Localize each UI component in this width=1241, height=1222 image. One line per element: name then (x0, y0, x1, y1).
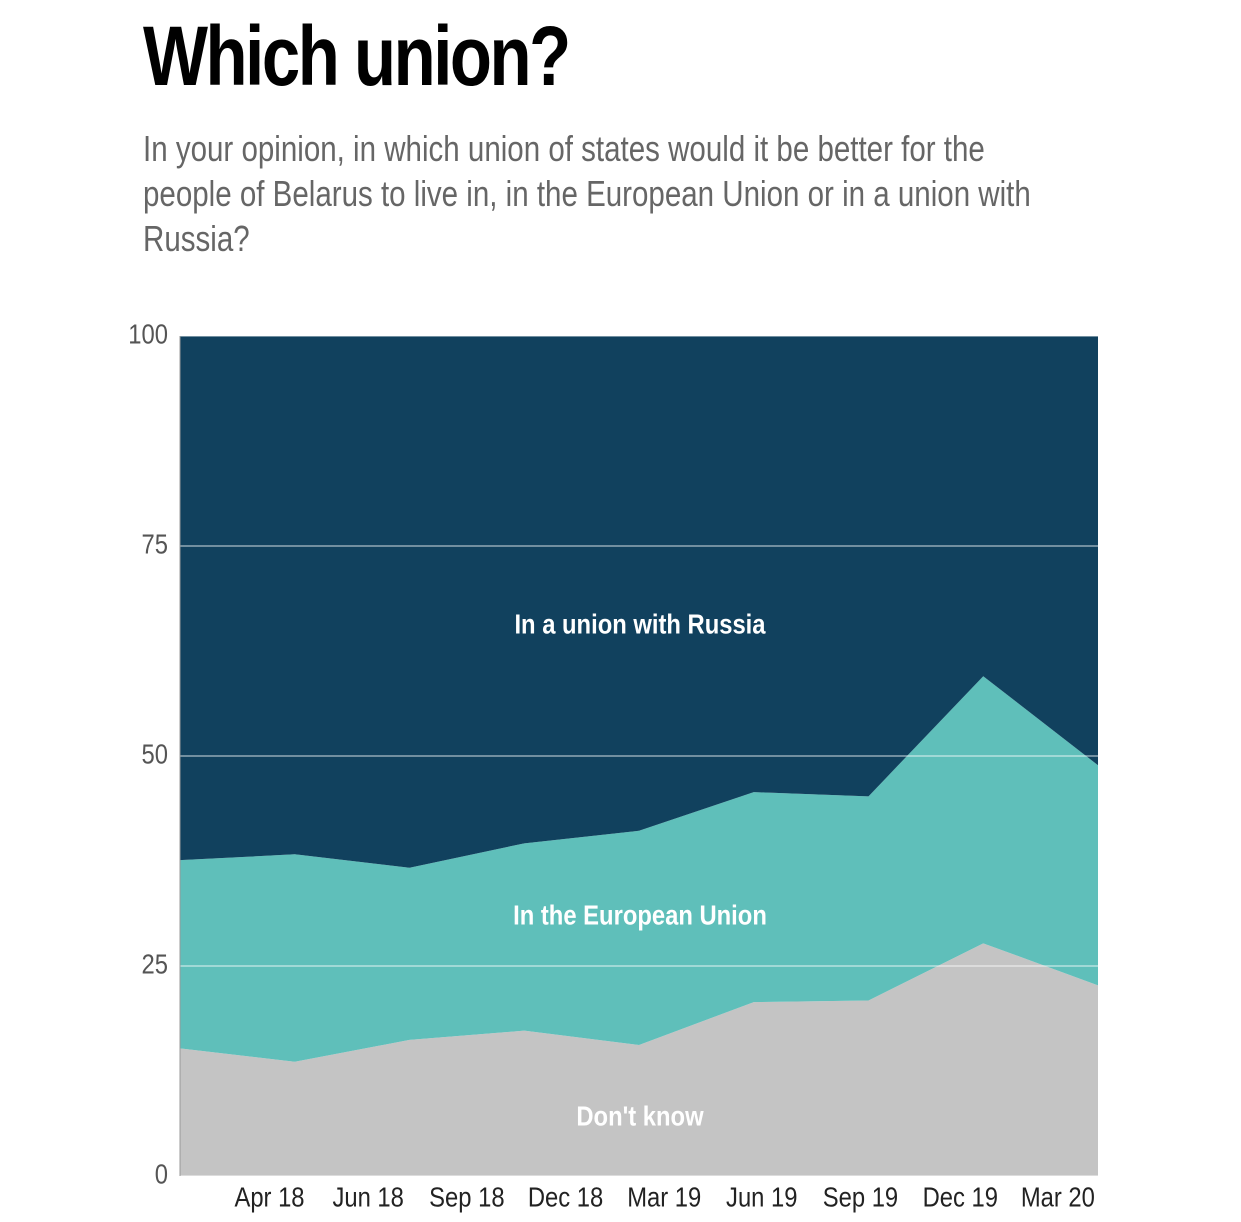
x-tick-label: Apr 18 (234, 1181, 304, 1213)
x-tick-label: Jun 18 (332, 1181, 403, 1213)
x-tick-label: Mar 20 (1021, 1181, 1095, 1213)
x-tick-label: Sep 18 (429, 1181, 504, 1213)
x-tick-label: Dec 18 (528, 1181, 603, 1213)
chart-subtitle: In your opinion, in which union of state… (143, 128, 1031, 259)
y-tick-label: 25 (142, 948, 168, 980)
area (180, 943, 1098, 1176)
y-tick-label: 0 (155, 1158, 168, 1190)
x-tick-label: Sep 19 (823, 1181, 898, 1213)
chart-title: Which union? (143, 9, 571, 103)
y-tick-label: 50 (142, 738, 168, 770)
area (180, 336, 1098, 868)
y-tick-label: 75 (142, 528, 168, 560)
area-label: In the European Union (513, 899, 767, 931)
area-label: In a union with Russia (514, 608, 766, 640)
area-label: Don't know (576, 1100, 704, 1132)
x-tick-label: Dec 19 (923, 1181, 998, 1213)
x-tick-label: Jun 19 (726, 1181, 797, 1213)
y-tick-label: 100 (128, 318, 168, 350)
x-tick-label: Mar 19 (627, 1181, 701, 1213)
